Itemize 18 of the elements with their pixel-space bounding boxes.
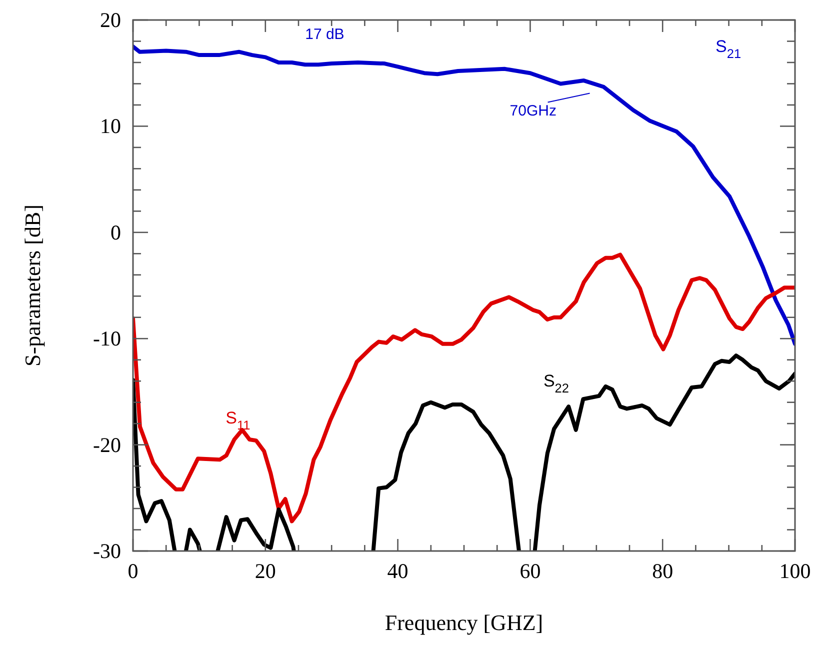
y-tick-label: -10 <box>93 326 121 351</box>
y-tick-label: -30 <box>93 539 121 563</box>
x-tick-label: 80 <box>652 559 674 583</box>
x-axis-title: Frequency [GHZ] <box>384 610 544 635</box>
y-tick-label: 10 <box>100 114 121 138</box>
y-axis-title: S-parameters [dB] <box>20 204 45 366</box>
annotation: 17 dB <box>305 26 344 44</box>
x-tick-label: 40 <box>387 559 408 583</box>
x-tick-label: 100 <box>779 559 811 583</box>
series-label: S$_{22}$ <box>543 371 569 396</box>
annotation: 70GHz <box>510 102 556 120</box>
y-tick-label: 0 <box>110 220 121 244</box>
x-tick-label: 0 <box>128 559 138 583</box>
x-tick-label: 60 <box>520 559 541 583</box>
text: S$_{21}$ <box>716 36 742 61</box>
y-tick-label: 20 <box>100 8 121 32</box>
y-tick-label: -20 <box>93 432 121 457</box>
x-tick-label: 20 <box>254 559 276 583</box>
